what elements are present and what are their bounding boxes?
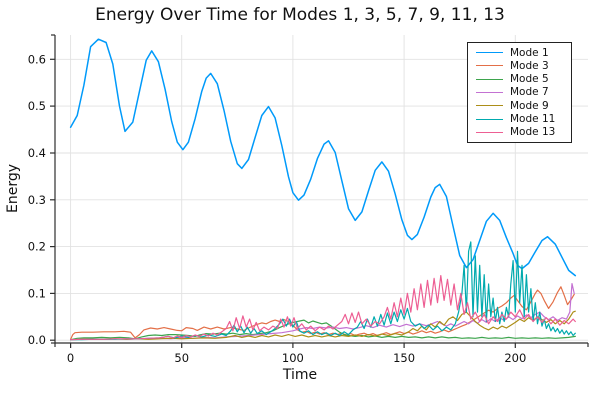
legend-line-swatch <box>476 52 503 54</box>
legend-line-swatch <box>476 105 503 107</box>
legend-entry-mode-13: Mode 13 <box>476 126 571 138</box>
legend: Mode 1 Mode 3 Mode 5 Mode 7 Mode 9 Mode 11 Mod… <box>467 42 572 143</box>
legend-label: Mode 11 <box>510 113 556 126</box>
chart-title: Energy Over Time for Modes 1, 3, 5, 7, 9… <box>95 5 505 25</box>
y-tick-label: 0.6 <box>28 52 46 66</box>
legend-entry-mode-3: Mode 3 <box>476 60 571 72</box>
legend-line-swatch <box>476 118 503 120</box>
x-tick-label: 50 <box>174 351 189 365</box>
legend-line-swatch <box>476 131 503 133</box>
legend-label: Mode 9 <box>510 99 549 112</box>
series-line-mode-9 <box>69 310 576 341</box>
y-tick-label: 0.2 <box>28 240 46 254</box>
series-line-mode-13 <box>69 275 576 341</box>
legend-line-swatch <box>476 91 503 93</box>
y-tick-label: 0.5 <box>28 99 46 113</box>
series-line-mode-1 <box>69 38 577 277</box>
y-tick-label: 0.3 <box>28 193 46 207</box>
series-line-mode-5 <box>69 319 576 341</box>
series-line-mode-11 <box>69 241 576 341</box>
legend-entry-mode-1: Mode 1 <box>476 47 571 59</box>
legend-entry-mode-11: Mode 11 <box>476 113 571 125</box>
legend-line-swatch <box>476 65 503 67</box>
x-tick-label: 150 <box>393 351 415 365</box>
x-axis-label: Time <box>282 367 318 383</box>
legend-entry-mode-9: Mode 9 <box>476 100 571 112</box>
x-tick-label: 200 <box>504 351 526 365</box>
legend-entry-mode-7: Mode 7 <box>476 86 571 98</box>
legend-label: Mode 1 <box>510 46 549 59</box>
legend-label: Mode 5 <box>510 73 549 86</box>
x-tick-label: 100 <box>282 351 304 365</box>
x-tick-label: 0 <box>67 351 74 365</box>
legend-label: Mode 7 <box>510 86 549 99</box>
legend-label: Mode 13 <box>510 126 556 139</box>
legend-line-swatch <box>476 78 503 80</box>
y-tick-label: 0.4 <box>28 146 46 160</box>
legend-label: Mode 3 <box>510 59 549 72</box>
legend-entry-mode-5: Mode 5 <box>476 73 571 85</box>
y-tick-label: 0.1 <box>28 286 46 300</box>
y-tick-label: 0.0 <box>28 333 46 347</box>
